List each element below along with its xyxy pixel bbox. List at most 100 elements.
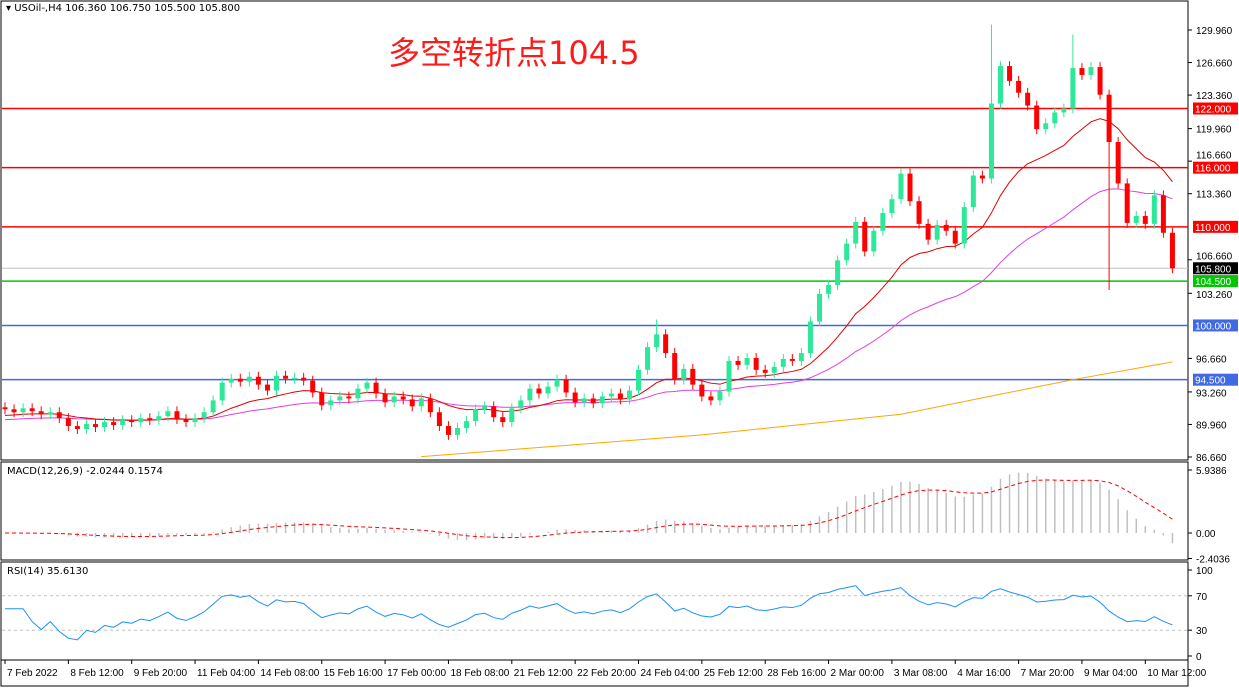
candle-down	[409, 399, 415, 407]
macd-panel-frame	[0, 461, 1189, 561]
x-tick-label: 25 Feb 12:00	[704, 668, 763, 679]
x-tick-label: 17 Feb 00:00	[387, 668, 446, 679]
level-price-tag	[1193, 220, 1238, 233]
x-tick-label: 11 Feb 04:00	[197, 668, 256, 679]
x-tick-label: 18 Feb 08:00	[450, 668, 509, 679]
macd-tick-label: 5.9386	[1196, 466, 1227, 477]
candle-down	[943, 224, 949, 231]
candle-up	[817, 293, 822, 322]
level-price-tag	[1193, 275, 1238, 288]
symbol-info: USOil-,H4 106.360 106.750 105.500 105.80…	[14, 3, 241, 14]
candle-down	[916, 201, 922, 224]
x-tick-label: 21 Feb 12:00	[514, 668, 573, 679]
x-tick-label: 9 Mar 04:00	[1084, 668, 1138, 679]
x-tick-label: 10 Mar 12:00	[1147, 668, 1206, 679]
macd-tick-label: -2.4036	[1196, 554, 1230, 565]
x-tick-label: 3 Mar 08:00	[894, 668, 948, 679]
candle-up	[654, 334, 660, 348]
candle-down	[436, 412, 442, 427]
candle-up	[473, 409, 479, 422]
x-tick-label: 22 Feb 20:00	[577, 668, 636, 679]
candle-down	[663, 334, 669, 354]
candle-down	[925, 223, 931, 240]
candle-down	[572, 392, 578, 403]
candle-up	[889, 199, 895, 214]
candle-up	[337, 396, 343, 401]
y-tick-label: 93.260	[1196, 389, 1227, 400]
rsi-header: RSI(14) 35.6130	[7, 566, 89, 577]
candle-down	[500, 417, 506, 423]
candle-down	[1142, 215, 1148, 224]
candle-down	[237, 378, 243, 382]
x-tick-label: 9 Feb 20:00	[134, 668, 188, 679]
ma-fast-line	[4, 118, 1173, 421]
candle-up	[482, 406, 488, 410]
level-price-tag	[1193, 102, 1238, 115]
candle-down	[38, 411, 44, 415]
candle-down	[1160, 195, 1166, 233]
candle-down	[563, 379, 569, 393]
candle-down	[1124, 183, 1130, 223]
x-tick-label: 7 Feb 2022	[7, 668, 58, 679]
rsi-tick-label: 0	[1196, 652, 1202, 663]
y-tick-label: 106.660	[1196, 251, 1233, 262]
candle-down	[310, 380, 316, 393]
candle-down	[74, 426, 80, 429]
candle-up	[988, 103, 994, 179]
candle-up	[807, 321, 813, 354]
candle-down	[536, 388, 542, 394]
candle-up	[464, 421, 470, 429]
candle-down	[29, 408, 35, 412]
y-tick-label: 86.660	[1196, 453, 1227, 464]
candle-up	[165, 411, 171, 417]
candle-up	[554, 379, 560, 387]
main-panel-frame	[0, 0, 1189, 461]
candle-down	[174, 411, 180, 420]
candle-down	[762, 369, 768, 373]
x-tick-label: 24 Feb 04:00	[641, 668, 700, 679]
candle-up	[934, 224, 940, 240]
level-price-label: 100.000	[1195, 321, 1232, 332]
level-price-label: 94.500	[1195, 376, 1226, 387]
rsi-tick-label: 70	[1196, 592, 1208, 603]
candle-down	[862, 221, 868, 252]
candle-up	[681, 368, 687, 380]
rsi-panel-frame	[0, 561, 1189, 661]
ma-long-line	[421, 361, 1173, 458]
candle-down	[93, 424, 98, 428]
candle-up	[898, 173, 904, 200]
candle-up	[509, 408, 515, 423]
candle-up	[780, 358, 786, 367]
candle-up	[156, 416, 162, 421]
candle-up	[717, 391, 723, 401]
candle-up	[798, 353, 804, 361]
macd-signal-line	[4, 479, 1173, 539]
dropdown-triangle-icon[interactable]: ▾	[6, 3, 12, 14]
candle-up	[328, 400, 334, 406]
candle-down	[382, 393, 388, 403]
candle-up	[826, 285, 832, 294]
level-price-tag	[1193, 373, 1238, 386]
y-tick-label: 116.660	[1196, 151, 1232, 162]
y-tick-label: 89.960	[1196, 420, 1227, 431]
y-tick-label: 103.260	[1196, 290, 1233, 301]
candle-down	[255, 376, 261, 385]
symbol-header[interactable]: ▾ USOil-,H4 106.360 106.750 105.500 105.…	[6, 3, 240, 14]
candle-up	[581, 398, 587, 403]
candle-down	[427, 398, 433, 413]
candle-up	[518, 400, 524, 409]
candle-up	[608, 393, 614, 397]
candle-up	[970, 175, 976, 208]
y-tick-label: 119.960	[1196, 125, 1232, 136]
candle-up	[102, 422, 108, 428]
candle-down	[283, 375, 289, 379]
candle-up	[292, 377, 298, 379]
level-price-tag	[1193, 319, 1238, 332]
candle-down	[672, 353, 678, 380]
candle-down	[65, 418, 71, 427]
candle-up	[192, 418, 198, 423]
candle-up	[391, 396, 397, 403]
candle-up	[545, 386, 551, 394]
y-tick-label: 123.360	[1196, 91, 1233, 102]
